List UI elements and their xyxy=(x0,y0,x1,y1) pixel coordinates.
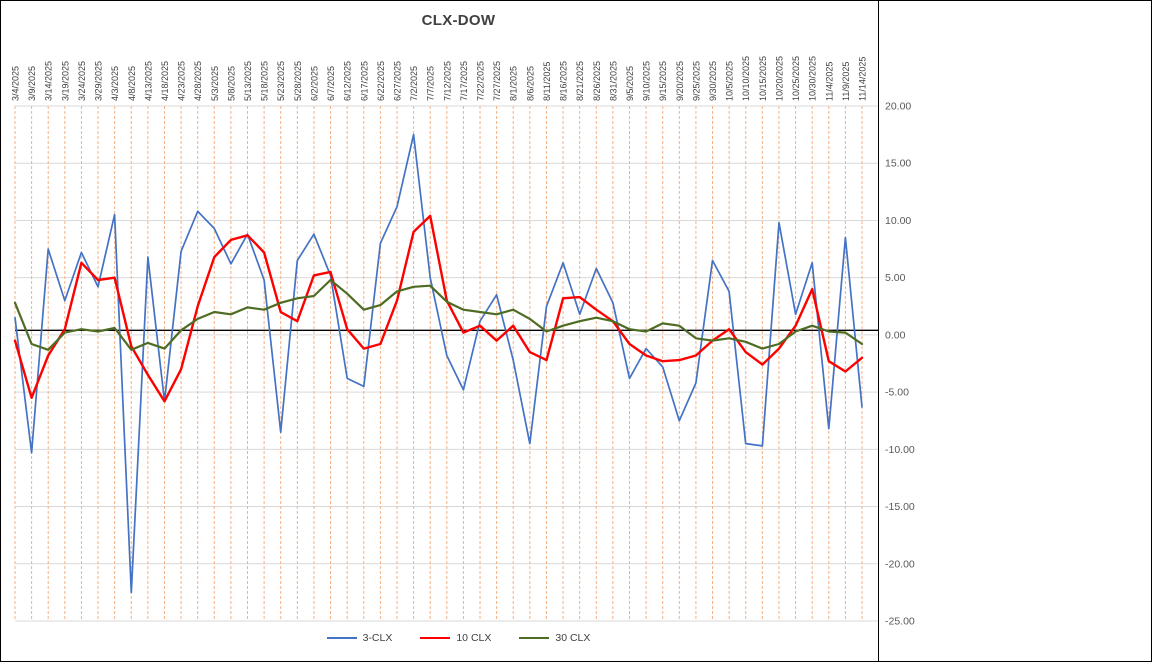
x-axis-date-label: 6/2/2025 xyxy=(309,66,319,101)
x-axis-date-label: 10/10/2025 xyxy=(741,56,751,101)
x-axis-date-label: 7/22/2025 xyxy=(476,61,486,101)
x-axis-date-label: 7/7/2025 xyxy=(426,66,436,101)
y-axis-tick-label: -10.00 xyxy=(885,444,915,456)
x-axis-date-label: 6/22/2025 xyxy=(376,61,386,101)
x-axis-date-label: 6/12/2025 xyxy=(343,61,353,101)
legend-item-3-clx: 3-CLX xyxy=(326,632,393,644)
x-axis-date-label: 7/12/2025 xyxy=(442,61,452,101)
x-axis-date-label: 7/2/2025 xyxy=(409,66,419,101)
x-axis-date-label: 10/25/2025 xyxy=(791,56,801,101)
x-axis-date-label: 3/24/2025 xyxy=(77,61,87,101)
x-axis-date-label: 10/20/2025 xyxy=(774,56,784,101)
x-axis-date-label: 3/9/2025 xyxy=(27,66,37,101)
x-axis-date-label: 6/27/2025 xyxy=(392,61,402,101)
x-axis-date-label: 11/14/2025 xyxy=(858,57,868,101)
legend-item-30-clx: 30 CLX xyxy=(519,632,590,644)
x-axis-date-label: 9/15/2025 xyxy=(658,61,668,101)
x-axis-date-label: 10/15/2025 xyxy=(758,56,768,101)
legend-label-3-clx: 3-CLX xyxy=(362,632,393,644)
y-axis-tick-label: -20.00 xyxy=(885,558,915,570)
x-axis-date-label: 4/3/2025 xyxy=(110,66,120,101)
x-axis-date-label: 9/10/2025 xyxy=(642,61,652,101)
chart-title: CLX-DOW xyxy=(421,12,496,29)
y-axis-tick-label: 5.00 xyxy=(885,272,906,284)
x-axis-date-label: 8/26/2025 xyxy=(592,61,602,101)
y-axis-tick-label: -25.00 xyxy=(885,616,915,628)
series-line-3-clx xyxy=(14,133,863,594)
x-axis-date-label: 11/9/2025 xyxy=(841,62,851,101)
x-axis-date-label: 6/7/2025 xyxy=(326,66,336,101)
x-axis-date-label: 4/28/2025 xyxy=(193,61,203,101)
series-line-10-clx xyxy=(13,214,864,403)
x-axis-date-label: 3/14/2025 xyxy=(44,61,54,101)
y-axis-tick-label: -5.00 xyxy=(885,387,909,399)
chart-legend: 3-CLX 10 CLX 30 CLX xyxy=(1,632,916,644)
x-axis-date-label: 8/16/2025 xyxy=(559,61,569,101)
legend-label-10-clx: 10 CLX xyxy=(456,632,492,644)
x-axis-date-label: 3/29/2025 xyxy=(94,61,104,101)
x-axis-date-label: 5/28/2025 xyxy=(293,61,303,101)
y-axis-tick-label: 10.00 xyxy=(885,215,911,227)
legend-line-30-clx-icon xyxy=(519,637,550,639)
x-axis-date-label: 8/21/2025 xyxy=(575,61,585,101)
x-axis-date-label: 9/20/2025 xyxy=(675,61,685,101)
x-axis-date-label: 3/19/2025 xyxy=(60,61,70,101)
x-axis-date-label: 9/25/2025 xyxy=(691,61,701,101)
x-axis-date-label: 8/11/2025 xyxy=(542,62,552,101)
x-axis-date-label: 7/27/2025 xyxy=(492,61,502,101)
x-axis-date-label: 5/3/2025 xyxy=(210,66,220,101)
x-axis-date-label: 6/17/2025 xyxy=(359,61,369,101)
y-axis-tick-label: 20.00 xyxy=(885,101,911,113)
x-axis-date-label: 10/30/2025 xyxy=(808,56,818,101)
x-axis-date-label: 9/5/2025 xyxy=(625,66,635,101)
x-axis-date-label: 4/18/2025 xyxy=(160,61,170,101)
x-axis-date-label: 5/18/2025 xyxy=(260,61,270,101)
x-axis-date-label: 5/8/2025 xyxy=(226,66,236,101)
legend-label-30-clx: 30 CLX xyxy=(555,632,591,644)
x-axis-date-label: 9/30/2025 xyxy=(708,61,718,101)
legend-item-10-clx: 10 CLX xyxy=(420,632,491,644)
x-axis-date-label: 4/8/2025 xyxy=(127,66,137,101)
x-axis-date-label: 7/17/2025 xyxy=(459,61,469,101)
series-line-30-clx xyxy=(13,278,864,351)
x-axis-date-label: 5/23/2025 xyxy=(276,61,286,101)
x-axis-date-label: 4/23/2025 xyxy=(177,61,187,101)
y-axis-tick-label: 0.00 xyxy=(885,329,906,341)
legend-line-10-clx-icon xyxy=(420,637,451,639)
y-axis-tick-label: -15.00 xyxy=(885,501,915,513)
x-axis-date-label: 3/4/2025 xyxy=(11,66,21,101)
x-axis-date-label: 8/31/2025 xyxy=(608,61,618,101)
x-axis-date-label: 10/5/2025 xyxy=(725,61,735,101)
x-axis-date-label: 8/1/2025 xyxy=(509,66,519,101)
x-axis-date-label: 11/4/2025 xyxy=(824,62,834,101)
legend-line-3-clx-icon xyxy=(326,637,357,639)
x-axis-date-label: 4/13/2025 xyxy=(143,61,153,101)
y-axis-tick-label: 15.00 xyxy=(885,158,911,170)
x-axis-date-label: 8/6/2025 xyxy=(525,66,535,101)
x-axis-date-label: 5/13/2025 xyxy=(243,61,253,101)
